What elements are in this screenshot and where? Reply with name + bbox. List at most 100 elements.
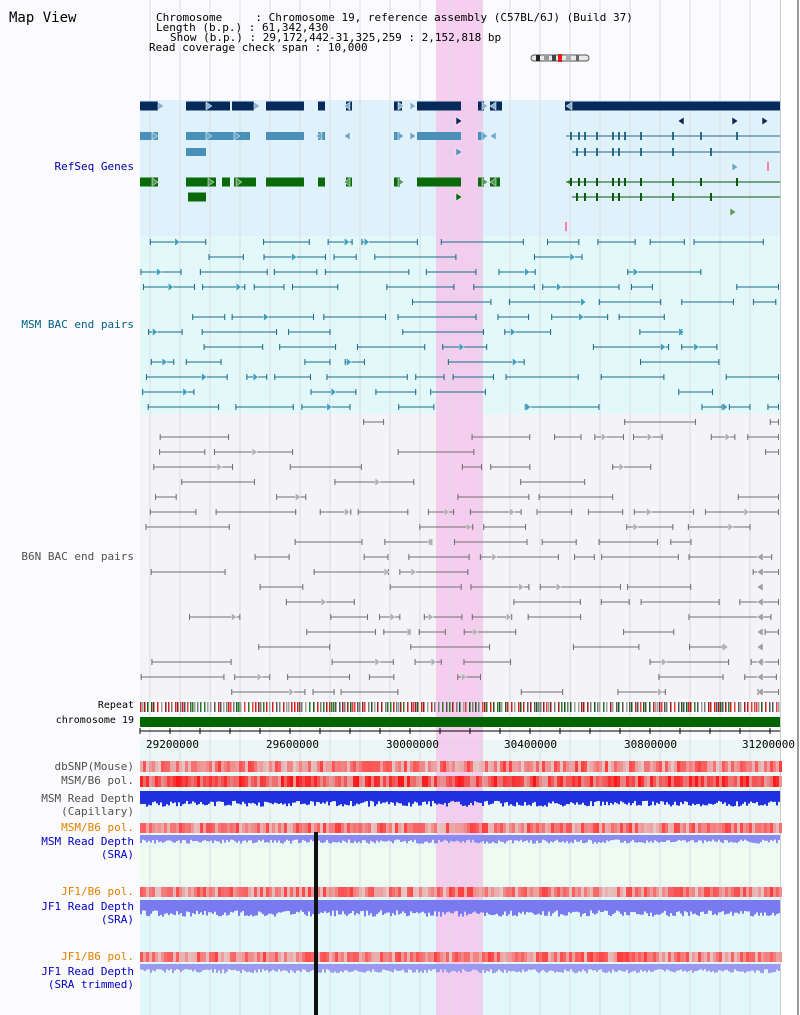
selection-highlight[interactable]: [436, 0, 483, 1015]
track-label-repeat[interactable]: Repeat: [97, 700, 134, 711]
heat-cell: [383, 823, 386, 833]
heat-cell: [299, 776, 302, 787]
depth-bar: [708, 964, 710, 971]
repeat-element: [583, 702, 585, 712]
depth-bar: [594, 791, 596, 802]
depth-bar: [240, 835, 242, 844]
heat-cell: [185, 887, 188, 897]
track-label-dbsnp[interactable]: dbSNP(Mouse): [54, 760, 134, 773]
depth-bar: [326, 835, 328, 840]
bac-end: [704, 509, 706, 515]
track-label-msm-depth-capillary[interactable]: MSM Read Depth: [41, 792, 134, 805]
depth-bar: [388, 900, 390, 913]
repeat-element: [740, 702, 742, 712]
depth-bar: [398, 791, 400, 804]
heat-cell: [287, 887, 290, 897]
heat-cell: [500, 761, 503, 772]
depth-bar: [700, 791, 702, 807]
heat-cell: [296, 887, 299, 897]
depth-bar: [222, 791, 224, 802]
heat-cell: [704, 887, 707, 897]
bac-end-arrow: [156, 267, 162, 277]
bac-end: [600, 374, 602, 380]
depth-bar: [730, 964, 732, 973]
bac-end: [575, 539, 577, 545]
depth-bar: [576, 964, 578, 973]
heat-cell: [329, 887, 332, 897]
track-label-refseq[interactable]: RefSeq Genes: [54, 160, 134, 173]
depth-bar: [672, 900, 674, 916]
depth-bar: [772, 791, 774, 802]
heat-cell: [713, 761, 716, 772]
depth-bar: [348, 835, 350, 840]
bac-end-arrow: [430, 657, 437, 667]
heat-cell: [614, 823, 617, 833]
depth-bar: [690, 791, 692, 806]
track-label-jf1-pol-trimmed[interactable]: JF1/B6 pol.: [61, 950, 134, 963]
heat-cell: [509, 823, 512, 833]
heat-cell: [740, 887, 743, 897]
depth-bar: [194, 900, 196, 915]
depth-bar: [474, 791, 476, 802]
bac-end: [678, 389, 680, 395]
track-label-msm-b6-pol[interactable]: MSM/B6 pol.: [61, 774, 134, 787]
depth-bar: [196, 791, 198, 805]
track-label-msm-depth-sra[interactable]: MSM Read Depth: [41, 835, 134, 848]
heat-cell: [221, 887, 224, 897]
heat-cell: [269, 887, 272, 897]
heat-cell: [293, 776, 296, 787]
heat-cell: [275, 952, 278, 962]
heat-cell: [506, 887, 509, 897]
heat-cell: [350, 761, 353, 772]
heat-cell: [710, 887, 713, 897]
strand-arrow: [761, 116, 769, 126]
depth-bar: [676, 791, 678, 806]
depth-bar: [456, 791, 458, 802]
track-label-msm-bac[interactable]: MSM BAC end pairs: [21, 318, 134, 331]
heat-cell: [260, 952, 263, 962]
depth-bar: [392, 964, 394, 973]
depth-bar: [742, 964, 744, 972]
bac-end-arrow: [236, 282, 242, 292]
bac-end: [710, 434, 712, 440]
track-label-jf1-pol[interactable]: JF1/B6 pol.: [61, 885, 134, 898]
depth-bar: [324, 900, 326, 912]
track-label-jf1-depth-sra[interactable]: JF1 Read Depth: [41, 900, 134, 913]
depth-bar: [284, 791, 286, 804]
depth-bar: [290, 835, 292, 844]
heat-cell: [392, 887, 395, 897]
repeat-element: [558, 702, 560, 712]
track-label-chromosome[interactable]: chromosome 19: [55, 715, 134, 726]
bac-end: [716, 344, 718, 350]
depth-bar: [428, 835, 430, 844]
heat-cell: [650, 952, 653, 962]
depth-bar: [478, 791, 480, 803]
heat-cell: [761, 776, 764, 787]
depth-bar: [378, 900, 380, 913]
depth-bar: [348, 964, 350, 973]
heat-cell: [230, 887, 233, 897]
track-label-jf1-depth-trimmed[interactable]: JF1 Read Depth: [41, 965, 134, 978]
depth-bar: [428, 900, 430, 913]
heat-cell: [188, 776, 191, 787]
bac-end: [442, 344, 444, 350]
track-label-b6n-bac[interactable]: B6N BAC end pairs: [21, 550, 134, 563]
depth-bar: [510, 964, 512, 972]
heat-cell: [341, 761, 344, 772]
depth-bar: [644, 791, 646, 801]
heat-cell: [656, 776, 659, 787]
depth-bar: [440, 964, 442, 970]
track-label-msm-b6-pol-sra[interactable]: MSM/B6 pol.: [61, 821, 134, 834]
heat-cell: [305, 776, 308, 787]
depth-bar: [212, 835, 214, 844]
chromosome-ideogram[interactable]: [530, 53, 590, 63]
depth-bar: [284, 900, 286, 912]
heat-cell: [521, 776, 524, 787]
depth-bar: [458, 964, 460, 971]
heat-cell: [596, 776, 599, 787]
depth-bar: [188, 835, 190, 844]
depth-bar: [764, 791, 766, 805]
heat-cell: [599, 776, 602, 787]
depth-bar: [180, 964, 182, 973]
depth-bar: [458, 791, 460, 802]
